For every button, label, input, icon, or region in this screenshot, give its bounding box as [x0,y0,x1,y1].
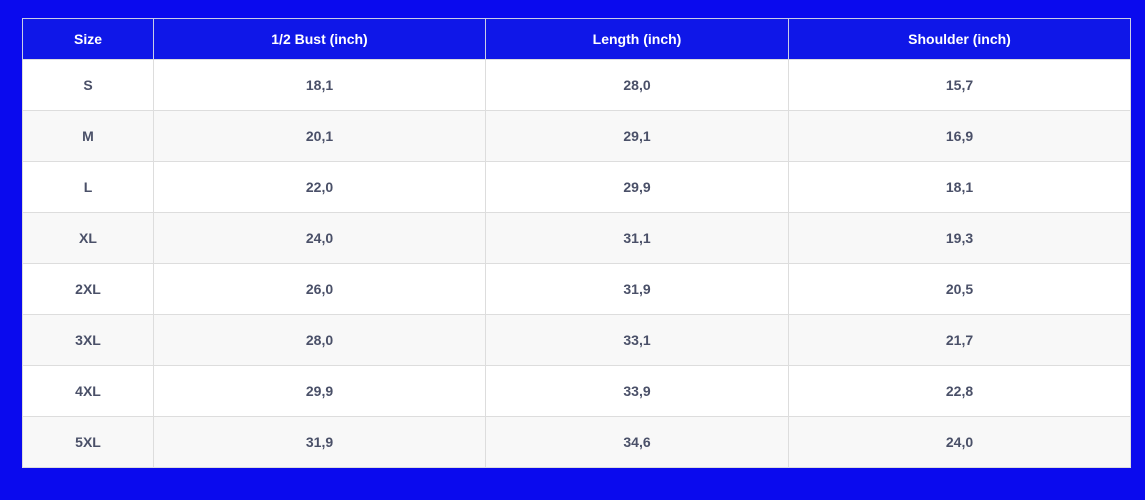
table-row: 2XL 26,0 31,9 20,5 [22,263,1131,315]
cell-size: L [22,161,154,213]
header-length: Length (inch) [485,18,789,60]
cell-shoulder: 20,5 [788,263,1131,315]
cell-length: 29,1 [485,110,789,162]
table-row: 3XL 28,0 33,1 21,7 [22,314,1131,366]
cell-shoulder: 16,9 [788,110,1131,162]
cell-length: 33,1 [485,314,789,366]
cell-length: 34,6 [485,416,789,468]
cell-length: 28,0 [485,59,789,111]
cell-size: M [22,110,154,162]
cell-length: 31,1 [485,212,789,264]
cell-half-bust: 28,0 [153,314,486,366]
cell-half-bust: 20,1 [153,110,486,162]
cell-half-bust: 31,9 [153,416,486,468]
cell-length: 31,9 [485,263,789,315]
cell-half-bust: 22,0 [153,161,486,213]
cell-shoulder: 21,7 [788,314,1131,366]
header-shoulder: Shoulder (inch) [788,18,1131,60]
cell-half-bust: 18,1 [153,59,486,111]
header-size: Size [22,18,154,60]
cell-size: 5XL [22,416,154,468]
table-row: M 20,1 29,1 16,9 [22,110,1131,162]
cell-shoulder: 24,0 [788,416,1131,468]
header-row: Size 1/2 Bust (inch) Length (inch) Shoul… [22,18,1131,60]
cell-length: 33,9 [485,365,789,417]
table-header: Size 1/2 Bust (inch) Length (inch) Shoul… [22,18,1131,60]
cell-half-bust: 26,0 [153,263,486,315]
header-half-bust: 1/2 Bust (inch) [153,18,486,60]
cell-size: 2XL [22,263,154,315]
cell-size: XL [22,212,154,264]
cell-length: 29,9 [485,161,789,213]
size-chart-table: Size 1/2 Bust (inch) Length (inch) Shoul… [22,18,1131,468]
cell-shoulder: 22,8 [788,365,1131,417]
cell-shoulder: 19,3 [788,212,1131,264]
table-body: S 18,1 28,0 15,7 M 20,1 29,1 16,9 L 22,0… [22,59,1131,468]
table-row: XL 24,0 31,1 19,3 [22,212,1131,264]
cell-half-bust: 24,0 [153,212,486,264]
cell-size: 3XL [22,314,154,366]
table-row: 5XL 31,9 34,6 24,0 [22,416,1131,468]
cell-shoulder: 18,1 [788,161,1131,213]
table-row: S 18,1 28,0 15,7 [22,59,1131,111]
cell-size: 4XL [22,365,154,417]
cell-size: S [22,59,154,111]
cell-half-bust: 29,9 [153,365,486,417]
cell-shoulder: 15,7 [788,59,1131,111]
table-row: 4XL 29,9 33,9 22,8 [22,365,1131,417]
table-row: L 22,0 29,9 18,1 [22,161,1131,213]
